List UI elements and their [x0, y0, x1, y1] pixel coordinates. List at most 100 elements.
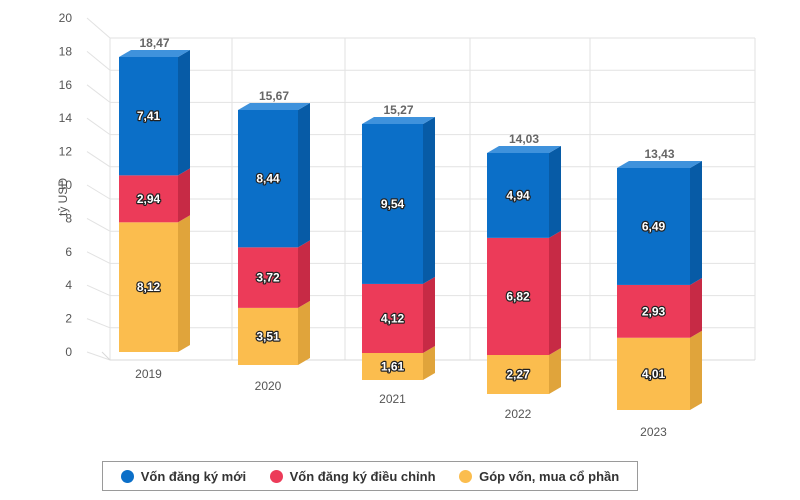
gridline-side [86, 284, 111, 297]
segment-value-label: 6,82 [506, 289, 530, 303]
segment-value-label: 3,51 [256, 329, 280, 343]
y-tick-label: 4 [65, 278, 72, 292]
bar-segment [238, 307, 298, 365]
bars [119, 50, 702, 410]
bar-top-face [238, 103, 310, 110]
bar-top-face [119, 50, 190, 57]
bar-segment-side [298, 300, 310, 365]
gridline-side [86, 351, 111, 361]
bar-top-face [617, 161, 702, 168]
legend-marker-share-purchase [459, 469, 473, 483]
x-tick-label: 2022 [505, 407, 532, 421]
y-tick-label: 14 [59, 111, 73, 125]
bar-segment [617, 337, 690, 410]
bar-segment-side [549, 146, 561, 238]
total-value-label: 14,03 [509, 132, 539, 146]
bar-top-face [487, 146, 561, 153]
segment-value-label: 2,93 [642, 304, 666, 318]
y-tick-label: 12 [59, 145, 73, 159]
gridline-side [86, 184, 111, 200]
legend-label-share-purchase: Góp vốn, mua cổ phần [479, 468, 620, 484]
data-labels: 8,12 2,94 7,41 18,47 3,51 3,72 8,44 15,67 1,61 4,… [136, 36, 675, 383]
bar-segment [238, 110, 298, 248]
y-tick-label: 18 [59, 44, 73, 58]
bar-segment-side [178, 168, 190, 223]
y-axis-title: tỷ USD [56, 178, 70, 216]
segment-value-label: 9,54 [381, 197, 405, 211]
gridline-side [86, 251, 111, 264]
x-axis: 2019 2020 2021 2022 2023 [135, 367, 667, 439]
bar-top-face [362, 117, 435, 124]
legend-marker-new-capital [120, 469, 134, 483]
x-tick-label: 2021 [379, 392, 406, 406]
legend-label-adjusted-capital: Vốn đăng ký điều chỉnh [289, 468, 436, 484]
gridline-side [86, 217, 111, 232]
total-value-label: 15,27 [383, 103, 413, 117]
segment-value-label: 7,41 [137, 109, 161, 123]
y-tick-label: 8 [65, 211, 72, 225]
gridline-side [86, 17, 111, 39]
bar-segment-side [690, 330, 702, 410]
bar-segment [617, 284, 690, 338]
bar-segment [487, 355, 549, 394]
total-value-label: 15,67 [259, 89, 289, 103]
bar-stack [487, 146, 561, 394]
total-value-label: 13,43 [644, 147, 674, 161]
legend-item-new-capital[interactable]: Vốn đăng ký mới [120, 469, 246, 484]
bar-segment-side [423, 346, 435, 380]
bar-segment [238, 247, 298, 308]
legend: Vốn đăng ký mới Vốn đăng ký điều chỉnh G… [102, 461, 638, 491]
y-tick-label: 10 [59, 178, 73, 192]
legend-item-adjusted-capital[interactable]: Vốn đăng ký điều chỉnh [269, 468, 436, 484]
bar-segment [119, 175, 178, 223]
floor-left-edge [101, 351, 111, 361]
bar-segment [487, 153, 549, 238]
bar-segment [362, 124, 423, 284]
y-tick-label: 16 [59, 78, 73, 92]
bar-segment-side [423, 117, 435, 284]
bar-segment-side [549, 230, 561, 356]
segment-value-label: 4,12 [381, 311, 405, 325]
bar-segment [119, 222, 178, 352]
x-tick-label: 2023 [640, 425, 667, 439]
segment-value-label: 4,94 [506, 188, 530, 202]
total-value-label: 18,47 [139, 36, 169, 50]
gridline-side [86, 117, 111, 136]
bar-segment [362, 353, 423, 380]
gridline-side [86, 51, 111, 71]
segment-value-label: 1,61 [381, 360, 405, 374]
bar-stack [119, 50, 190, 352]
gridline-side [86, 151, 111, 168]
y-tick-label: 20 [59, 11, 73, 25]
y-tick-label: 6 [65, 245, 72, 259]
segment-value-label: 2,94 [137, 192, 161, 206]
bar-segment-side [298, 240, 310, 308]
segment-value-label: 4,01 [642, 367, 666, 381]
segment-value-label: 6,49 [642, 219, 666, 233]
segment-value-label: 8,12 [137, 280, 161, 294]
y-axis: 0 2 4 6 8 10 12 14 16 18 20 tỷ USD [56, 11, 72, 359]
segment-value-label: 8,44 [256, 172, 280, 186]
bar-segment [362, 283, 423, 354]
legend-marker-adjusted-capital [269, 469, 283, 483]
gridline-side [86, 318, 111, 329]
y-tick-label: 0 [65, 345, 72, 359]
x-tick-label: 2020 [255, 379, 282, 393]
bar-segment-side [178, 50, 190, 176]
bar-segment [617, 168, 690, 285]
bar-segment-side [549, 348, 561, 394]
bar-stack [617, 161, 702, 410]
y-tick-label: 2 [65, 312, 72, 326]
bar-stack [362, 117, 435, 380]
legend-item-share-purchase[interactable]: Góp vốn, mua cổ phần [459, 469, 619, 484]
bar-segment [487, 237, 549, 356]
bar-segment-side [690, 161, 702, 285]
gridline-side [86, 84, 111, 103]
x-tick-label: 2019 [135, 367, 162, 381]
segment-value-label: 3,72 [256, 271, 280, 285]
bar-segment-side [690, 277, 702, 338]
bar-segment-side [298, 103, 310, 248]
bar-segment-side [178, 215, 190, 352]
segment-value-label: 2,27 [506, 368, 530, 382]
